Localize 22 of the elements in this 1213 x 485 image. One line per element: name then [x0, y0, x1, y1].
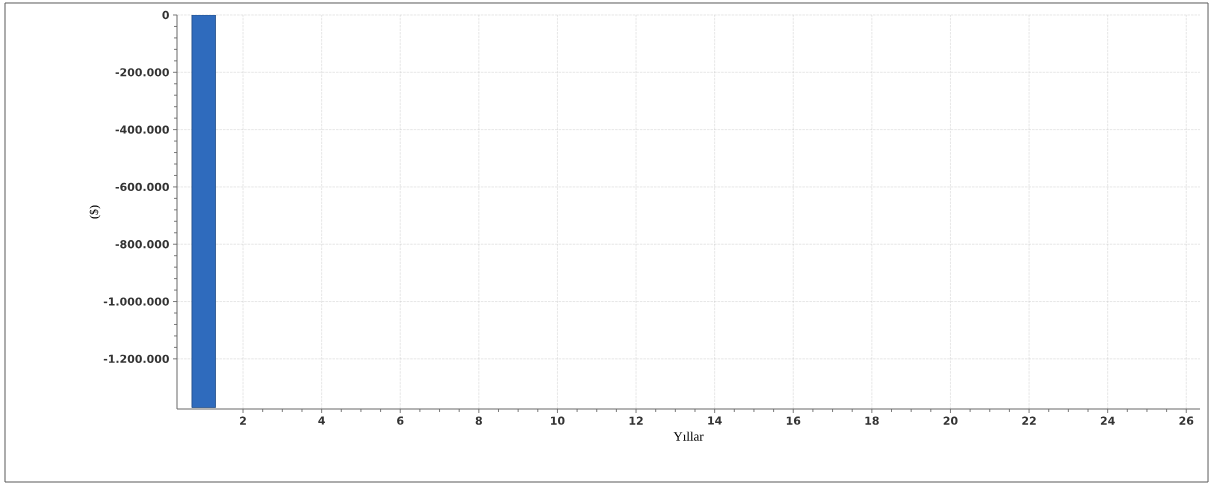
- x-tick-label: 24: [1100, 416, 1115, 425]
- x-tick-label: 6: [397, 416, 404, 425]
- x-tick-label: 12: [629, 416, 643, 425]
- y-axis-title: ($): [89, 205, 101, 219]
- y-tick-label: -200.000: [115, 68, 169, 77]
- x-tick-label: 14: [708, 416, 722, 425]
- x-tick-label: 4: [318, 416, 325, 425]
- x-tick-label: 10: [551, 416, 565, 425]
- y-tick-label: -1.200.000: [103, 354, 169, 363]
- x-tick-label: 22: [1022, 416, 1036, 425]
- y-tick-label: -400.000: [115, 125, 169, 134]
- x-tick-label: 20: [943, 416, 958, 425]
- x-axis-title: Yıllar: [673, 431, 704, 441]
- y-tick-label: -1.000.000: [103, 297, 169, 306]
- y-tick-label: 0: [162, 10, 169, 20]
- x-tick-label: 16: [786, 416, 801, 425]
- x-tick-label: 26: [1179, 416, 1194, 425]
- x-tick-label: 18: [865, 416, 879, 425]
- y-tick-label: -600.000: [115, 182, 169, 192]
- x-tick-label: 8: [475, 416, 482, 425]
- y-tick-label: -800.000: [115, 240, 169, 249]
- x-tick-label: 2: [240, 416, 246, 425]
